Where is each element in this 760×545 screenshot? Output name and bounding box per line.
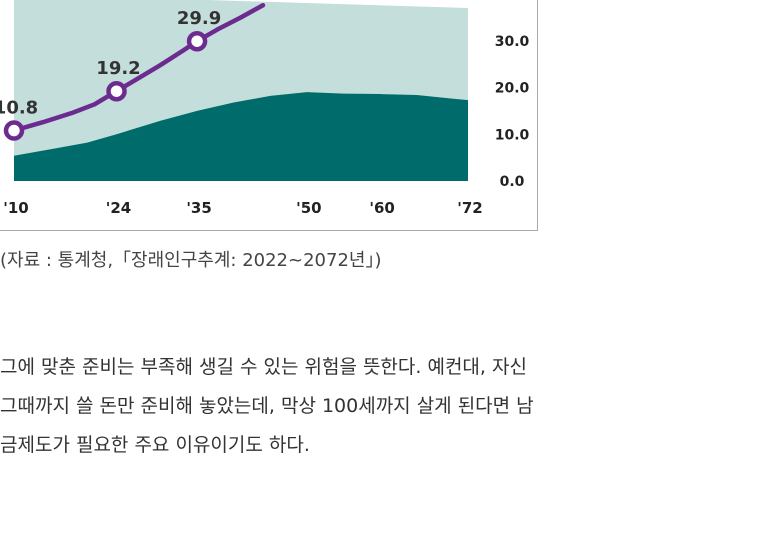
- x-tick-label: '60: [369, 199, 394, 217]
- paragraph-line-3: 금제도가 필요한 주요 이유이기도 하다.: [0, 434, 310, 456]
- x-tick-label: '50: [296, 199, 321, 217]
- x-tick-label: '24: [106, 199, 131, 217]
- data-point: [3, 120, 25, 141]
- y-tick-label: 30.0: [495, 34, 530, 50]
- paragraph-line-2: 그때까지 쓸 돈만 준비해 놓았는데, 막상 100세까지 살게 된다면 남: [0, 395, 534, 417]
- data-label: 10.8: [0, 98, 38, 119]
- data-label: 19.2: [96, 58, 140, 79]
- chart-frame: [0, 0, 538, 231]
- ratio-line: [11, 2, 266, 133]
- y-tick-label: 20.0: [495, 81, 530, 97]
- data-label: 29.9: [177, 8, 221, 29]
- x-tick-label: '72: [457, 199, 482, 217]
- population-chart: 10.8 19.2 29.9 0.0 10.0 20.0 30.0 '10 '24 '35 '50 '…: [0, 0, 530, 217]
- x-tick-label: '10: [3, 199, 28, 217]
- x-tick-label: '35: [186, 199, 211, 217]
- data-point: [106, 80, 127, 102]
- paragraph-line-1: 그에 맞춘 준비는 부족해 생길 수 있는 위험을 뜻한다. 예컨대, 자신: [0, 356, 527, 378]
- source-note: (자료 : 통계청,「장래인구추계: 2022~2072년」): [0, 250, 382, 271]
- elderly-area: [14, 92, 468, 181]
- y-tick-label: 10.0: [495, 127, 530, 143]
- data-point: [186, 30, 208, 52]
- y-tick-label: 0.0: [500, 174, 525, 190]
